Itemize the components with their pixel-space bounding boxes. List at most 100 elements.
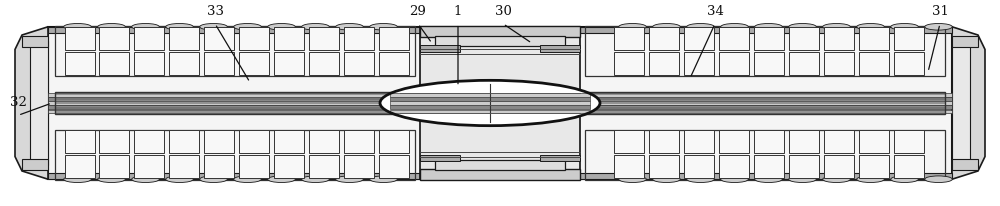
Bar — [274, 52, 304, 75]
Bar — [789, 154, 819, 178]
Bar — [390, 105, 590, 109]
Bar — [824, 130, 854, 153]
Bar — [48, 27, 952, 179]
Bar — [649, 52, 679, 75]
Bar — [390, 97, 590, 101]
Ellipse shape — [336, 23, 363, 30]
Bar — [420, 26, 580, 37]
Ellipse shape — [268, 176, 295, 183]
Bar — [379, 154, 409, 178]
Bar — [754, 154, 784, 178]
Ellipse shape — [234, 23, 261, 30]
Ellipse shape — [166, 23, 193, 30]
Bar — [309, 52, 339, 75]
Text: 34: 34 — [707, 5, 723, 18]
Bar — [239, 52, 269, 75]
Bar — [99, 27, 129, 50]
Bar — [274, 154, 304, 178]
Bar — [684, 154, 714, 178]
Text: 1: 1 — [454, 5, 462, 18]
Bar — [239, 27, 269, 50]
Bar — [390, 93, 590, 97]
Text: 29: 29 — [410, 5, 426, 18]
Bar — [55, 26, 415, 76]
Bar — [789, 27, 819, 50]
Ellipse shape — [619, 176, 646, 183]
Ellipse shape — [857, 23, 884, 30]
Bar — [134, 154, 164, 178]
Bar — [48, 110, 952, 113]
Bar — [309, 130, 339, 153]
Bar — [309, 27, 339, 50]
Bar — [204, 154, 234, 178]
Ellipse shape — [925, 176, 952, 183]
Bar — [134, 130, 164, 153]
Bar — [420, 27, 580, 179]
Bar — [169, 130, 199, 153]
Bar — [379, 27, 409, 50]
Bar — [65, 27, 95, 50]
Ellipse shape — [200, 176, 227, 183]
Bar — [719, 130, 749, 153]
Bar — [30, 41, 48, 165]
Bar — [649, 154, 679, 178]
Bar — [390, 101, 590, 105]
Ellipse shape — [687, 176, 714, 183]
Ellipse shape — [64, 23, 91, 30]
Bar — [585, 130, 945, 180]
Ellipse shape — [302, 176, 329, 183]
Bar — [435, 36, 565, 46]
Ellipse shape — [789, 176, 816, 183]
Bar — [48, 173, 952, 179]
Ellipse shape — [891, 176, 918, 183]
Text: 32: 32 — [10, 96, 26, 110]
Ellipse shape — [619, 23, 646, 30]
Bar — [134, 27, 164, 50]
Bar — [169, 52, 199, 75]
Bar — [99, 52, 129, 75]
Bar — [859, 130, 889, 153]
Bar — [859, 154, 889, 178]
Bar — [585, 26, 945, 76]
Ellipse shape — [653, 23, 680, 30]
Ellipse shape — [302, 23, 329, 30]
Bar — [754, 130, 784, 153]
Ellipse shape — [925, 23, 952, 30]
Bar — [48, 97, 952, 101]
Bar — [344, 130, 374, 153]
Bar — [48, 101, 952, 105]
Bar — [894, 154, 924, 178]
Bar — [824, 52, 854, 75]
Bar — [719, 154, 749, 178]
Bar — [22, 36, 48, 47]
Bar — [420, 154, 460, 161]
Ellipse shape — [166, 176, 193, 183]
Bar — [48, 93, 952, 97]
Ellipse shape — [336, 176, 363, 183]
Bar — [99, 130, 129, 153]
Bar — [789, 52, 819, 75]
Ellipse shape — [653, 176, 680, 183]
Ellipse shape — [200, 23, 227, 30]
Bar — [952, 36, 978, 47]
Bar — [684, 52, 714, 75]
Bar — [48, 105, 952, 109]
Bar — [435, 160, 565, 170]
Text: 31: 31 — [932, 5, 948, 18]
Bar — [65, 52, 95, 75]
Bar — [952, 41, 970, 165]
Bar — [824, 154, 854, 178]
Ellipse shape — [64, 176, 91, 183]
Bar — [48, 27, 952, 33]
Bar — [99, 154, 129, 178]
Bar — [894, 130, 924, 153]
Bar — [169, 27, 199, 50]
Bar — [719, 52, 749, 75]
Bar — [65, 154, 95, 178]
Bar — [379, 130, 409, 153]
Ellipse shape — [891, 23, 918, 30]
Bar — [420, 169, 580, 180]
Bar — [649, 27, 679, 50]
Bar — [789, 130, 819, 153]
Ellipse shape — [755, 176, 782, 183]
